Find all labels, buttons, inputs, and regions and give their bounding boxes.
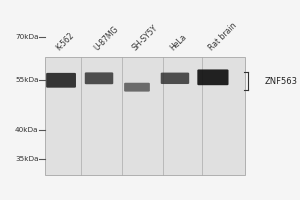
- Text: 55kDa: 55kDa: [15, 77, 38, 83]
- FancyBboxPatch shape: [85, 72, 113, 84]
- FancyBboxPatch shape: [46, 73, 76, 88]
- Text: U-87MG: U-87MG: [93, 25, 121, 53]
- FancyBboxPatch shape: [197, 69, 229, 85]
- Text: 70kDa: 70kDa: [15, 34, 38, 40]
- FancyBboxPatch shape: [161, 73, 189, 84]
- FancyBboxPatch shape: [124, 83, 150, 92]
- Text: Rat brain: Rat brain: [207, 21, 238, 53]
- Text: SH-SY5Y: SH-SY5Y: [130, 24, 160, 53]
- Text: 35kDa: 35kDa: [15, 156, 38, 162]
- Text: K-562: K-562: [55, 31, 76, 53]
- Text: HeLa: HeLa: [169, 33, 189, 53]
- Text: 40kDa: 40kDa: [15, 127, 38, 133]
- Text: ZNF563: ZNF563: [265, 77, 298, 86]
- FancyBboxPatch shape: [45, 57, 245, 175]
